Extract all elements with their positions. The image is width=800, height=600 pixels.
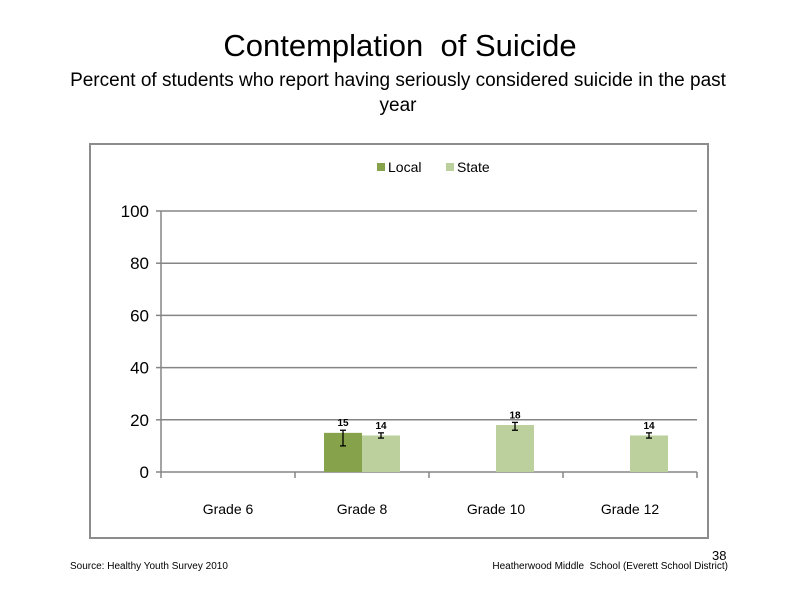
bar-state: [362, 435, 400, 472]
y-tick-label: 100: [121, 202, 149, 221]
x-tick-label: Grade 8: [337, 501, 388, 517]
y-tick-label: 40: [130, 359, 149, 378]
data-label: 18: [509, 410, 521, 421]
legend-label-state: State: [457, 159, 490, 175]
bar-state: [630, 435, 668, 472]
legend-label-local: Local: [388, 159, 421, 175]
page-number: 38: [712, 548, 727, 563]
x-tick-label: Grade 10: [467, 501, 526, 517]
source-note: Source: Healthy Youth Survey 2010: [70, 561, 228, 572]
slide-title: Contemplation of Suicide: [223, 28, 577, 63]
bar-chart: 0 20 40 60 80 100 Grade 6 Grade 8 Grade 10 Grade …: [121, 159, 698, 517]
school-note: Heatherwood Middle School (Everett Schoo…: [492, 561, 728, 572]
x-tick-label: Grade 6: [203, 501, 254, 517]
y-tick-label: 20: [130, 411, 149, 430]
legend-swatch-local: [377, 163, 385, 171]
y-tick-label: 0: [140, 463, 149, 482]
y-tick-label: 60: [130, 306, 149, 325]
data-label: 14: [375, 421, 387, 432]
data-label: 14: [643, 421, 655, 432]
x-tick-label: Grade 12: [601, 501, 660, 517]
y-tick-label: 80: [130, 254, 149, 273]
bar-state: [496, 425, 534, 472]
chart-frame: 0 20 40 60 80 100 Grade 6 Grade 8 Grade 10 Grade …: [89, 143, 709, 539]
legend-swatch-state: [446, 163, 454, 171]
slide-subtitle: Percent of students who report having se…: [70, 70, 726, 116]
data-label: 15: [337, 418, 349, 429]
